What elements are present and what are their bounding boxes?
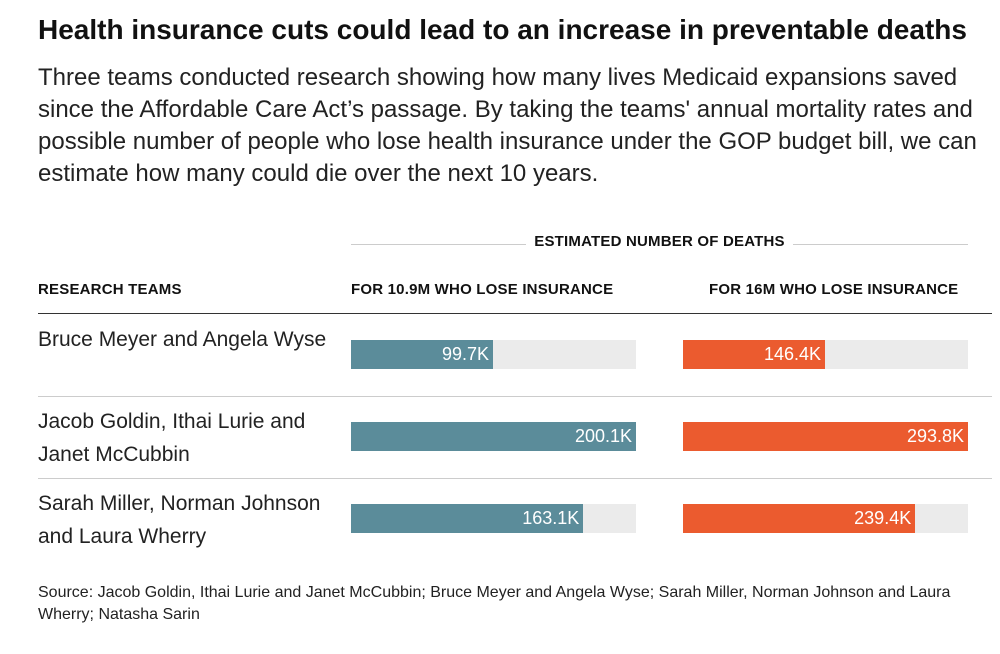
group-header-label-wrap: ESTIMATED NUMBER OF DEATHS: [351, 233, 968, 250]
bar-value-label: 239.4K: [854, 508, 912, 528]
group-header-label: ESTIMATED NUMBER OF DEATHS: [526, 233, 793, 250]
bar-16m: 146.4K: [683, 340, 825, 369]
bar-track: 293.8K: [683, 422, 968, 451]
header-rule: [38, 313, 992, 314]
chart-title: Health insurance cuts could lead to an i…: [38, 14, 967, 45]
row-divider: [38, 478, 992, 479]
team-name: Sarah Miller, Norman Johnson and Laura W…: [38, 492, 321, 548]
bar-track: 200.1K: [351, 422, 636, 451]
bar-10-9m: 99.7K: [351, 340, 493, 369]
bar-track: 163.1K: [351, 504, 636, 533]
team-name: Bruce Meyer and Angela Wyse: [38, 328, 327, 351]
research-teams-header: RESEARCH TEAMS: [38, 281, 182, 298]
bar-10-9m: 200.1K: [351, 422, 636, 451]
bar-value-label: 146.4K: [763, 344, 821, 364]
bar-value-label: 99.7K: [441, 344, 489, 364]
bar-track: 146.4K: [683, 340, 968, 369]
bar-value-label: 163.1K: [522, 508, 580, 528]
bar-10-9m: 163.1K: [351, 504, 584, 533]
bar-track: 99.7K: [351, 340, 636, 369]
series-header-10-9m: FOR 10.9M WHO LOSE INSURANCE: [351, 281, 614, 298]
bar-value-label: 200.1K: [574, 426, 632, 446]
bar-16m: 239.4K: [683, 504, 916, 533]
series-header-16m: FOR 16M WHO LOSE INSURANCE: [709, 281, 959, 298]
source-note: Source: Jacob Goldin, Ithai Lurie and Ja…: [38, 584, 951, 623]
chart-subtitle: Three teams conducted research showing h…: [38, 64, 977, 187]
bar-16m: 293.8K: [683, 422, 968, 451]
bar-value-label: 293.8K: [906, 426, 964, 446]
bar-track: 239.4K: [683, 504, 968, 533]
team-name: Jacob Goldin, Ithai Lurie and Janet McCu…: [38, 410, 306, 466]
group-header: ESTIMATED NUMBER OF DEATHS: [351, 232, 968, 256]
row-divider: [38, 396, 992, 397]
